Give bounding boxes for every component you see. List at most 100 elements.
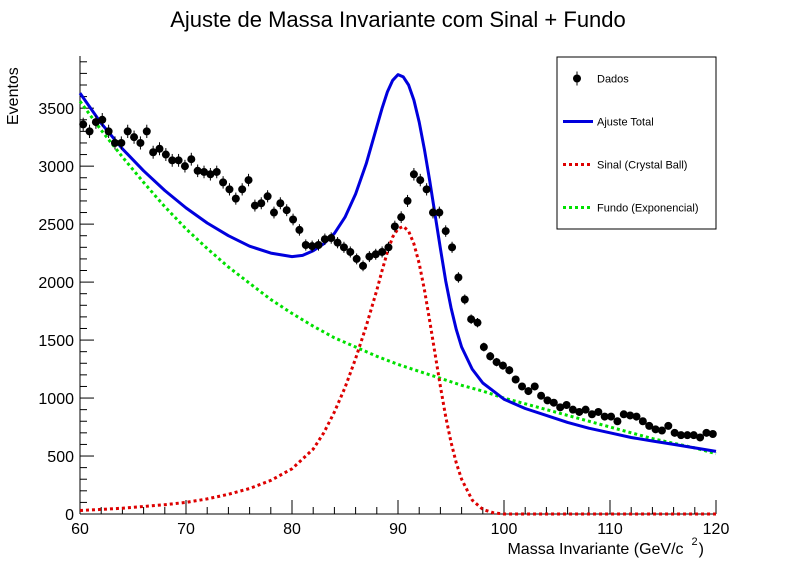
data-point	[594, 407, 603, 416]
data-point	[562, 401, 571, 410]
data-point	[479, 343, 488, 352]
y-tick-label: 1500	[38, 333, 74, 350]
data-point	[117, 138, 126, 147]
data-point	[677, 431, 686, 440]
data-point	[556, 403, 565, 412]
chart-title: Ajuste de Massa Invariante com Sinal + F…	[170, 7, 626, 32]
data-point	[702, 428, 711, 437]
y-tick-label: 3500	[38, 101, 74, 118]
data-point	[257, 199, 266, 208]
data-point	[276, 199, 285, 208]
data-point	[180, 162, 189, 171]
legend-label-total: Ajuste Total	[597, 117, 654, 129]
data-point	[149, 148, 158, 157]
data-point	[161, 150, 170, 159]
data-point	[320, 235, 329, 244]
series-dados	[79, 113, 717, 442]
data-point	[448, 243, 457, 252]
data-point	[460, 295, 469, 304]
data-point	[568, 405, 577, 414]
x-tick-label: 110	[597, 521, 623, 538]
data-point	[575, 407, 584, 416]
data-point	[428, 208, 437, 217]
data-point	[638, 417, 647, 426]
data-point	[174, 156, 183, 165]
data-point	[670, 428, 679, 437]
data-point	[136, 138, 145, 147]
data-point	[352, 254, 361, 263]
plot-axes: 60 70 80 90 100 110 120 0 500 1000 1500 2000 2500 300…	[38, 56, 729, 538]
data-point	[537, 391, 546, 400]
series-sinal	[79, 224, 716, 516]
x-tick-label: 60	[71, 521, 89, 538]
data-point	[327, 234, 336, 243]
data-point	[708, 429, 717, 438]
legend-box	[556, 56, 717, 230]
data-point	[206, 170, 215, 179]
data-point	[282, 206, 291, 215]
y-tick-label: 500	[47, 449, 74, 466]
data-point	[200, 167, 209, 176]
data-point	[696, 433, 705, 442]
data-point	[486, 352, 495, 361]
data-point	[110, 138, 119, 147]
data-point	[435, 208, 444, 217]
data-point	[168, 156, 177, 165]
data-point	[619, 410, 628, 419]
x-axis-label: Massa Invariante (GeV/c 2)	[507, 536, 704, 558]
y-tick-label: 3000	[38, 159, 74, 176]
legend-label-dados: Dados	[597, 74, 629, 86]
data-point	[530, 382, 539, 391]
data-point	[339, 243, 348, 252]
data-point	[505, 366, 514, 375]
x-tick-label: 80	[283, 521, 301, 538]
data-point	[683, 431, 692, 440]
x-tick-label: 90	[389, 521, 407, 538]
data-point	[193, 166, 202, 175]
data-point	[130, 133, 139, 142]
data-point	[403, 196, 412, 205]
data-point	[333, 238, 342, 247]
data-point	[85, 127, 94, 136]
data-point	[409, 170, 418, 179]
data-point	[238, 185, 247, 194]
data-point	[518, 382, 527, 391]
data-point	[689, 431, 698, 440]
data-point	[91, 118, 100, 127]
x-tick-label: 70	[177, 521, 195, 538]
data-point	[416, 176, 425, 185]
data-point	[467, 315, 476, 324]
y-tick-label: 2500	[38, 217, 74, 234]
data-point	[155, 144, 164, 153]
ajuste-total-curve	[78, 73, 717, 453]
data-point	[397, 213, 406, 222]
data-point	[511, 375, 520, 384]
data-point	[314, 240, 323, 249]
data-point	[142, 127, 151, 136]
data-point	[384, 243, 393, 252]
data-point	[473, 318, 482, 327]
data-point	[244, 176, 253, 185]
data-point	[549, 398, 558, 407]
data-point	[346, 247, 355, 256]
data-point	[645, 421, 654, 430]
y-tick-label: 1000	[38, 391, 74, 408]
series-total	[78, 73, 717, 453]
data-point	[295, 225, 304, 234]
data-point	[492, 358, 501, 367]
data-point	[308, 242, 317, 251]
x-tick-label: 100	[491, 521, 518, 538]
data-point	[123, 127, 132, 136]
data-point	[664, 421, 673, 430]
data-point	[524, 387, 533, 396]
legend-label-fundo: Fundo (Exponencial)	[597, 203, 699, 215]
data-point	[187, 155, 196, 164]
data-point	[365, 252, 374, 261]
data-point	[607, 412, 616, 421]
sinal-curve	[79, 224, 716, 516]
data-point	[454, 273, 463, 282]
data-point	[600, 412, 609, 421]
y-tick-label: 2000	[38, 275, 74, 292]
data-point	[613, 417, 622, 426]
